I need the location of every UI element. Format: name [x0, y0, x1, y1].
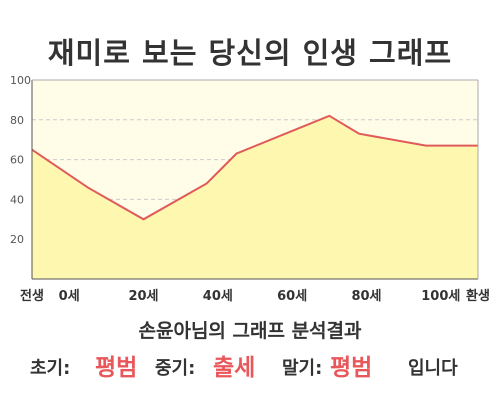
y-tick-label-40: 40	[10, 193, 24, 206]
x-tick-label: 100세	[421, 289, 460, 304]
x-tick-label: 20세	[128, 289, 158, 304]
life-line	[31, 114, 478, 221]
y-tick-label-80: 80	[10, 114, 24, 127]
x-tick-label: 환생	[466, 288, 490, 304]
x-tick-label: 80세	[351, 289, 381, 304]
x-tick-label: 0세	[59, 289, 80, 304]
early-value: 평범	[95, 355, 138, 381]
early-label: 초기:	[30, 358, 71, 379]
y-tick-label-60: 60	[10, 154, 24, 167]
analysis-summary: 손윤아님의 그래프 분석결과	[138, 320, 362, 342]
y-tick-label-100: 100	[10, 74, 31, 87]
mid-value: 출세	[213, 355, 256, 381]
analysis-result-line: 초기: 평범 중기: 출세 말기: 평범 입니다	[0, 346, 500, 382]
life-graph-chart: 20 40 60 80 100 전생 0세 20세 40세 60세 80세 100세 환생	[10, 74, 490, 304]
mid-label: 중기:	[155, 358, 196, 379]
result-ending: 입니다	[408, 358, 458, 379]
late-value: 평범	[330, 355, 373, 381]
page-title: 재미로 보는 당신의 인생 그래프	[47, 36, 453, 70]
x-tick-label: 60세	[277, 289, 307, 304]
x-tick-label: 전생	[20, 288, 44, 304]
x-tick-label: 40세	[203, 289, 233, 304]
y-tick-label-20: 20	[10, 233, 24, 246]
area-fill	[32, 115, 478, 279]
late-label: 말기:	[282, 358, 323, 379]
